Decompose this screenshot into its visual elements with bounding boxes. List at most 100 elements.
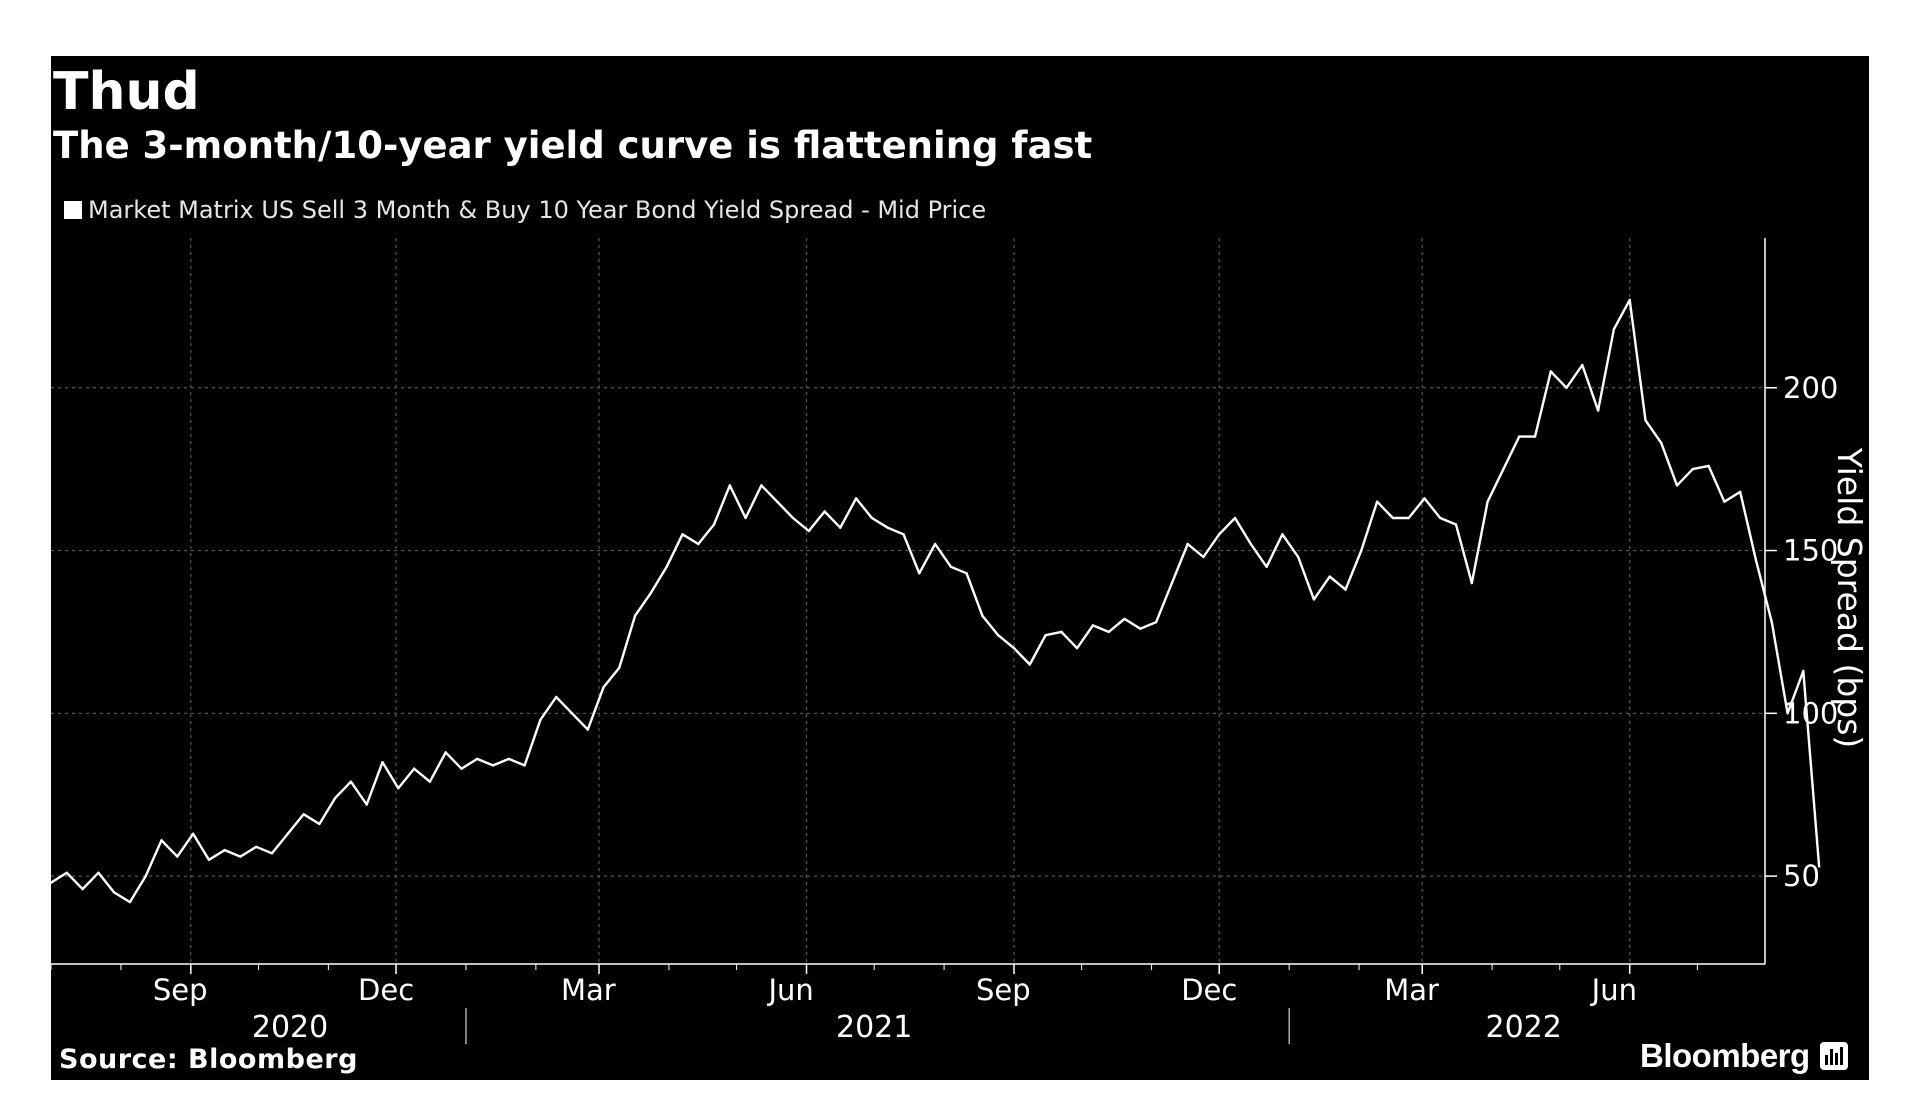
y-axis-label: Yield Spread (bps) <box>1830 447 1869 749</box>
data-point <box>618 666 621 669</box>
data-point <box>823 510 826 513</box>
data-point <box>1675 484 1679 487</box>
data-point <box>1265 565 1268 568</box>
chart-panel <box>51 56 1869 1080</box>
data-point <box>918 572 921 575</box>
data-point <box>460 767 463 770</box>
x-tick-label: Jun <box>767 973 814 1007</box>
chart-subtitle: The 3-month/10-year yield curve is flatt… <box>53 124 1093 167</box>
data-point <box>428 780 432 783</box>
data-point <box>1091 624 1095 627</box>
data-point <box>965 572 968 575</box>
data-point <box>712 523 716 526</box>
y-tick-label: 50 <box>1783 859 1820 893</box>
data-point <box>933 542 937 546</box>
data-point <box>97 871 100 874</box>
data-point <box>176 855 179 858</box>
data-point <box>523 764 526 767</box>
data-point <box>1581 363 1584 367</box>
year-label: 2021 <box>836 1010 912 1045</box>
data-point <box>886 526 889 529</box>
x-tick-label: Mar <box>1384 973 1439 1007</box>
data-point <box>1549 370 1553 373</box>
data-point <box>1202 555 1205 559</box>
data-point <box>1075 647 1079 650</box>
data-point <box>791 516 795 520</box>
data-point <box>223 848 226 852</box>
data-point <box>491 764 495 767</box>
data-point <box>981 614 984 617</box>
data-point <box>1012 647 1016 650</box>
data-point <box>207 858 211 861</box>
data-point <box>476 757 479 761</box>
data-point <box>1502 467 1505 471</box>
data-point <box>507 757 510 761</box>
data-point <box>144 874 147 878</box>
data-point <box>1044 634 1047 637</box>
data-point <box>1407 516 1410 520</box>
x-tick-label: Dec <box>358 973 414 1007</box>
data-point <box>1107 630 1110 634</box>
data-point <box>776 500 779 503</box>
data-point <box>649 591 653 595</box>
data-point <box>1786 712 1789 715</box>
data-point <box>1375 500 1379 503</box>
data-point <box>555 695 558 699</box>
data-point <box>997 634 1000 637</box>
data-point <box>1139 627 1142 630</box>
data-point <box>1233 516 1237 520</box>
data-point <box>1770 621 1774 624</box>
data-point <box>1660 441 1663 445</box>
x-tick-label: Jun <box>1590 973 1637 1007</box>
data-point <box>665 565 668 568</box>
data-point <box>1691 467 1695 471</box>
data-point <box>854 497 858 500</box>
data-point <box>1707 464 1710 468</box>
data-point <box>1312 598 1316 601</box>
data-point <box>349 780 353 783</box>
data-point <box>1486 500 1489 503</box>
data-point <box>1565 386 1568 389</box>
data-point <box>744 516 747 520</box>
data-point <box>1439 516 1442 520</box>
data-point <box>1170 581 1174 585</box>
data-point <box>1533 435 1537 438</box>
data-point <box>1628 298 1631 302</box>
data-point <box>1154 621 1158 624</box>
chart-title: Thud <box>53 62 200 122</box>
data-point <box>1249 542 1253 546</box>
source-note: Source: Bloomberg <box>59 1044 358 1075</box>
data-point <box>1612 328 1616 331</box>
data-point <box>318 822 321 826</box>
data-point <box>633 614 637 617</box>
brand-name: Bloomberg <box>1640 1037 1810 1074</box>
data-point <box>1060 630 1063 634</box>
data-point <box>807 529 810 533</box>
data-point <box>334 796 337 800</box>
x-tick-label: Mar <box>561 973 616 1007</box>
data-point <box>1344 588 1347 591</box>
data-point <box>49 881 53 884</box>
data-point <box>760 484 763 487</box>
data-point <box>697 542 700 546</box>
data-point <box>1802 669 1805 673</box>
data-point <box>1596 409 1600 412</box>
data-point <box>365 803 368 806</box>
data-point <box>1518 435 1521 438</box>
data-point <box>255 845 258 848</box>
data-point <box>1297 555 1300 559</box>
data-point <box>1754 559 1758 562</box>
legend: Market Matrix US Sell 3 Month & Buy 10 Y… <box>64 194 986 226</box>
data-point <box>1739 490 1742 494</box>
data-point <box>381 761 384 764</box>
data-point <box>412 767 416 770</box>
data-point <box>902 533 905 536</box>
legend-label: Market Matrix US Sell 3 Month & Buy 10 Y… <box>88 196 987 224</box>
data-point <box>728 484 731 487</box>
data-point <box>1644 419 1647 422</box>
data-point <box>602 686 605 689</box>
data-point <box>128 900 132 904</box>
y-tick-label: 200 <box>1783 371 1838 405</box>
y-tick-label: 150 <box>1783 534 1838 568</box>
data-point <box>1391 516 1395 520</box>
